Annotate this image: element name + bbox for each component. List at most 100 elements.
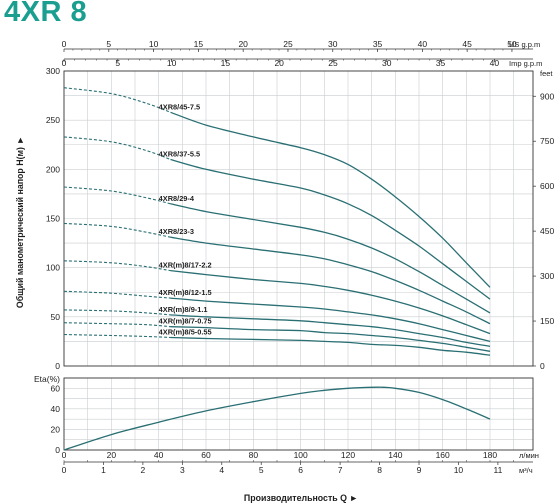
eta-y-tick-label: 0 (55, 445, 60, 455)
head-curve-dashed-0 (63, 87, 171, 113)
head-curve-dashed-3 (63, 222, 171, 238)
head-curve-8 (170, 336, 491, 356)
head-y-tick-label: 150 (46, 214, 60, 224)
feet-tick-label: 750 (540, 136, 554, 146)
head-curve-7 (170, 326, 491, 352)
lpm-tick-label: 140 (388, 450, 402, 460)
eta-plot-frame (63, 377, 534, 451)
imp-gpm-tick-label: 10 (167, 58, 177, 68)
feet-tick-label: 0 (540, 361, 545, 371)
feet-tick-label: 450 (540, 226, 554, 236)
eta-y-tick-label: 40 (51, 404, 61, 414)
y-axis-title: Общий манометрический напор Н(м) ► (15, 136, 25, 308)
head-curve-dashed-2 (63, 186, 171, 205)
imp-gpm-tick-label: 0 (62, 58, 67, 68)
head-curve-dashed-7 (63, 322, 171, 328)
feet-tick-label: 900 (540, 91, 554, 101)
head-curve-dashed-5 (63, 290, 171, 299)
us-gpm-tick-label: 30 (328, 39, 338, 49)
us-gpm-tick-label: 25 (283, 39, 293, 49)
feet-tick-label: 150 (540, 316, 554, 326)
plot-frames (63, 70, 534, 451)
m3h-tick-label: 0 (62, 465, 67, 475)
curve-label-4: 4XR(m)8/17-2.2 (159, 261, 212, 270)
feet-tick-label: 300 (540, 271, 554, 281)
eta-axis-title: Eta(%) (34, 374, 60, 384)
curve-labels: 4XR8/45-7.5 4XR8/37-5.5 4XR8/29-4 4XR8/23-3… (159, 102, 212, 336)
us-gpm-tick-label: 0 (62, 39, 67, 49)
head-curve-6 (170, 314, 491, 347)
m3h-tick-label: 4 (219, 465, 224, 475)
imp-gpm-tick-label: 30 (382, 58, 392, 68)
head-curve-dashed-4 (63, 260, 171, 272)
lpm-tick-label: 80 (249, 450, 259, 460)
head-y-tick-label: 250 (46, 115, 60, 125)
lpm-tick-label: 120 (341, 450, 355, 460)
m3h-tick-label: 1 (101, 465, 106, 475)
feet-unit-label: feet (540, 69, 553, 78)
us-gpm-tick-label: 50 (507, 39, 517, 49)
m3h-tick-label: 10 (454, 465, 464, 475)
head-y-tick-label: 200 (46, 164, 60, 174)
m3h-tick-label: 11 (493, 465, 502, 475)
head-curves (63, 87, 491, 356)
head-curve-1 (170, 158, 491, 300)
curve-label-2: 4XR8/29-4 (159, 194, 195, 203)
page-title: 4XR 8 (4, 0, 88, 28)
curve-label-3: 4XR8/23-3 (159, 227, 194, 236)
curve-label-6: 4XR(m)8/9-1.1 (159, 305, 208, 314)
lpm-tick-label: 40 (154, 450, 164, 460)
lpm-tick-label: 160 (436, 450, 450, 460)
m3h-tick-label: 5 (259, 465, 264, 475)
us-gpm-tick-label: 35 (373, 39, 383, 49)
head-y-tick-label: 50 (51, 312, 61, 322)
us-gpm-tick-label: 5 (106, 39, 111, 49)
eta-y-tick-label: 20 (51, 424, 61, 434)
lpm-tick-label: 60 (201, 450, 211, 460)
us-gpm-tick-label: 10 (149, 39, 159, 49)
m3h-tick-label: 8 (377, 465, 382, 475)
m3h-tick-label: 6 (298, 465, 303, 475)
head-curve-2 (170, 203, 491, 314)
us-gpm-tick-label: 20 (238, 39, 248, 49)
feet-tick-label: 600 (540, 181, 554, 191)
head-y-tick-label: 300 (46, 66, 60, 76)
m3h-tick-label: 2 (141, 465, 146, 475)
curve-label-0: 4XR8/45-7.5 (159, 102, 201, 111)
us-gpm-unit: US g.p.m (509, 40, 540, 49)
lpm-tick-label: 0 (62, 450, 67, 460)
curve-label-7: 4XR(m)8/7-0.75 (159, 317, 212, 326)
imp-gpm-tick-label: 20 (274, 58, 284, 68)
imp-gpm-tick-label: 40 (490, 58, 500, 68)
imp-gpm-tick-label: 35 (436, 58, 446, 68)
head-curve-dashed-1 (63, 136, 171, 161)
x-axis-title: Производительность Q ► (244, 493, 358, 503)
imp-gpm-unit: Imp g.p.m (509, 59, 542, 68)
m3h-tick-label: 7 (338, 465, 343, 475)
head-y-tick-label: 0 (55, 361, 60, 371)
lpm-tick-label: 20 (107, 450, 117, 460)
us-gpm-tick-label: 45 (462, 39, 472, 49)
lpm-unit: л/мин (519, 451, 539, 460)
m3h-tick-label: 9 (417, 465, 422, 475)
us-gpm-tick-label: 40 (418, 39, 428, 49)
curve-label-5: 4XR(m)8/12-1.5 (159, 288, 212, 297)
m3h-unit: м³/ч (519, 466, 533, 475)
imp-gpm-tick-label: 25 (328, 58, 338, 68)
head-y-tick-label: 100 (46, 263, 60, 273)
head-curve-5 (170, 297, 491, 343)
head-curve-dashed-6 (63, 309, 171, 316)
head-plot-frame (63, 70, 534, 367)
head-curve-4 (170, 269, 491, 335)
curve-label-8: 4XR(m)8/5-0.55 (159, 327, 212, 336)
lpm-tick-label: 100 (294, 450, 308, 460)
head-curve-0 (170, 111, 491, 288)
us-gpm-tick-label: 15 (194, 39, 204, 49)
imp-gpm-tick-label: 5 (115, 58, 120, 68)
eta-curve-0 (63, 386, 491, 451)
head-curve-dashed-8 (63, 333, 171, 339)
imp-gpm-tick-label: 15 (221, 58, 231, 68)
eta-y-tick-label: 60 (51, 383, 61, 393)
